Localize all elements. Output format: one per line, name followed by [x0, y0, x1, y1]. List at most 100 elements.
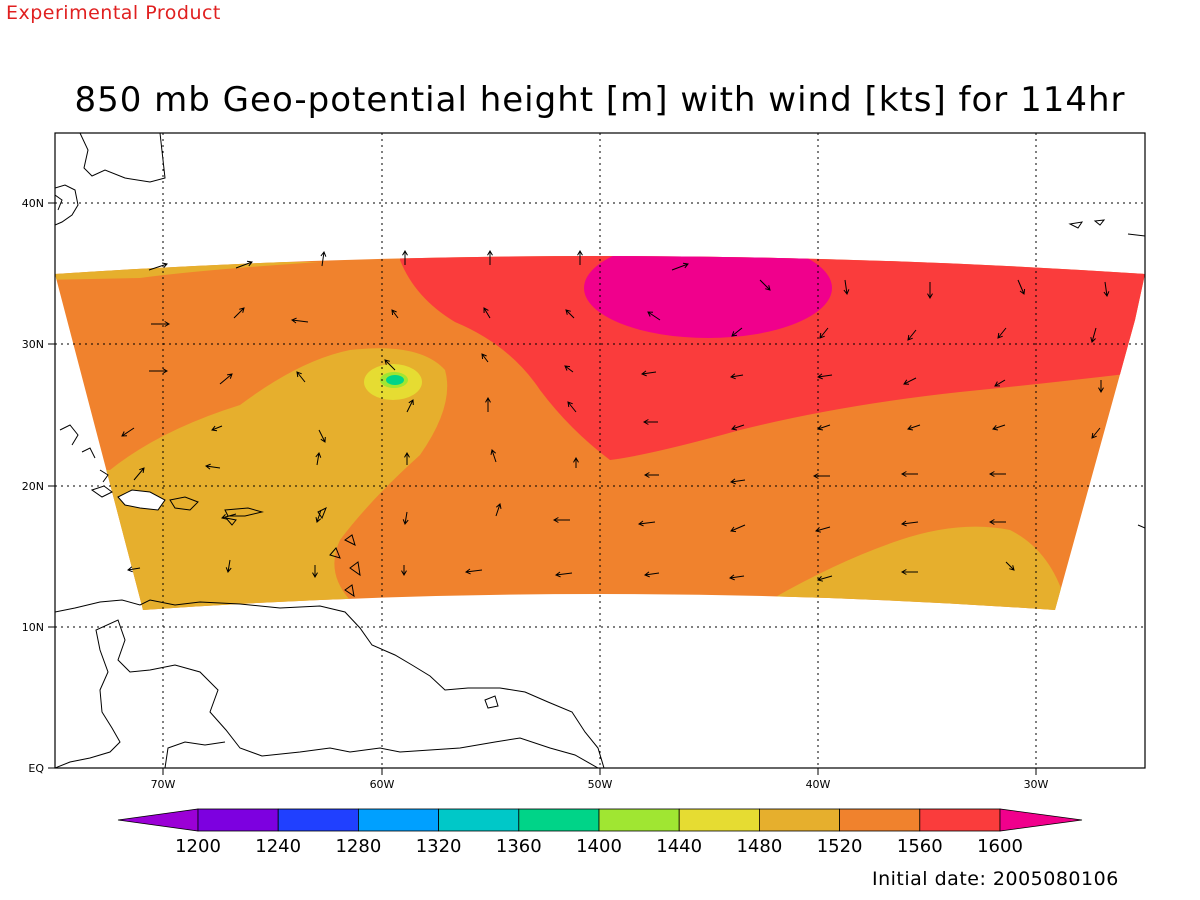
wind-arrow [565, 309, 575, 319]
wind-arrow [401, 565, 407, 577]
colorbar-label: 1200 [175, 836, 221, 857]
wind-arrow [554, 571, 573, 578]
wind-arrow [730, 524, 746, 533]
wind-arrow [151, 321, 170, 327]
colorbar-label: 1480 [736, 836, 782, 857]
wind-vectors [121, 250, 1110, 582]
axis-ticks [48, 202, 1037, 775]
wind-arrow [992, 424, 1006, 431]
colorbar-swatch [277, 808, 359, 832]
wind-arrow [988, 519, 1006, 525]
colorbar-swatch [518, 808, 600, 832]
wind-arrow [988, 471, 1006, 477]
wind-arrow [817, 424, 831, 431]
wind-arrow [843, 279, 850, 295]
wind-arrow [900, 569, 918, 575]
lat-label-eq: EQ [28, 762, 44, 775]
wind-arrow [483, 307, 491, 319]
wind-arrow [819, 327, 829, 339]
colorbar-arrow-low [117, 808, 199, 832]
wind-arrow [907, 329, 917, 341]
lon-label-50w: 50W [588, 778, 613, 791]
wind-arrow [121, 427, 135, 437]
contour-fill-1520-west [55, 262, 448, 610]
colorbar-arrow-high [999, 808, 1083, 832]
contour-fill-1400 [386, 375, 404, 385]
wind-arrow [402, 250, 408, 265]
wind-arrow [219, 373, 233, 385]
wind-arrow [320, 251, 327, 267]
contour-fill-1520-east [770, 526, 1065, 610]
wind-arrow [729, 574, 745, 581]
colorbar-label: 1600 [977, 836, 1023, 857]
lon-label-30w: 30W [1024, 778, 1049, 791]
wind-arrow [133, 467, 145, 481]
wind-arrow [481, 353, 489, 363]
wind-arrow [759, 279, 771, 291]
lat-lon-grid [55, 133, 1145, 768]
coastlines [55, 133, 1145, 768]
wind-arrow [637, 520, 656, 527]
wind-arrow [1090, 327, 1097, 343]
wind-arrow [564, 365, 574, 373]
wind-arrow [235, 260, 253, 269]
wind-arrow [647, 311, 661, 321]
colorbar-swatch [839, 808, 921, 832]
colorbar-label: 1440 [656, 836, 702, 857]
wind-arrow [225, 559, 232, 573]
wind-arrow [642, 419, 658, 425]
wind-arrow [315, 509, 322, 523]
lon-label-60w: 60W [370, 778, 395, 791]
wind-arrow [817, 373, 833, 380]
wind-arrow [900, 520, 919, 527]
experimental-product-label: Experimental Product [6, 2, 221, 24]
wind-arrow [315, 452, 322, 466]
colorbar-swatch [759, 808, 841, 832]
wind-arrow [290, 317, 309, 324]
colorbar-label: 1400 [576, 836, 622, 857]
wind-arrow [384, 359, 396, 371]
colorbar-label: 1560 [897, 836, 943, 857]
wind-arrow [490, 449, 497, 463]
wind-arrow [815, 526, 831, 533]
colorbar-label: 1360 [496, 836, 542, 857]
wind-arrow [1005, 561, 1015, 571]
wind-arrow [641, 370, 657, 377]
wind-arrow [127, 566, 141, 573]
color-bar-labels: 1200 1240 1280 1320 1360 1400 1440 1480 1520 1560… [175, 836, 1023, 857]
wind-arrow [487, 250, 493, 265]
colorbar-swatch [438, 808, 520, 832]
lat-label-40n: 40N [22, 197, 44, 210]
lon-label-70w: 70W [151, 778, 176, 791]
wind-arrow [812, 473, 830, 479]
wind-arrow [391, 309, 399, 319]
lon-label-40w: 40W [806, 778, 831, 791]
wind-arrow [221, 513, 237, 520]
lat-label-20n: 20N [22, 480, 44, 493]
wind-arrow [1098, 380, 1104, 394]
wind-arrow [731, 424, 745, 431]
map-title: 850 mb Geo-potential height [m] with win… [74, 80, 1126, 120]
wind-arrow [318, 429, 326, 443]
wind-arrow [406, 399, 414, 413]
colorbar-label: 1320 [416, 836, 462, 857]
wind-arrow [211, 425, 223, 432]
wind-arrow [404, 451, 410, 465]
wind-arrow [552, 517, 570, 523]
wind-arrow [671, 262, 689, 271]
wind-arrow [907, 424, 921, 431]
wind-arrow [495, 503, 502, 517]
wind-arrow [1091, 427, 1101, 439]
wind-arrow [205, 463, 221, 470]
wind-arrow [730, 478, 746, 485]
wind-arrow [927, 282, 933, 300]
wind-arrow [464, 568, 483, 575]
initial-date-label: Initial date: 2005080106 [872, 868, 1119, 890]
lat-label-10n: 10N [22, 621, 44, 634]
wind-arrow [577, 250, 583, 265]
colorbar-label: 1240 [255, 836, 301, 857]
wind-arrow [233, 307, 245, 319]
wind-arrow [567, 401, 577, 413]
colorbar-swatch [197, 808, 279, 832]
wind-arrow [573, 456, 579, 468]
